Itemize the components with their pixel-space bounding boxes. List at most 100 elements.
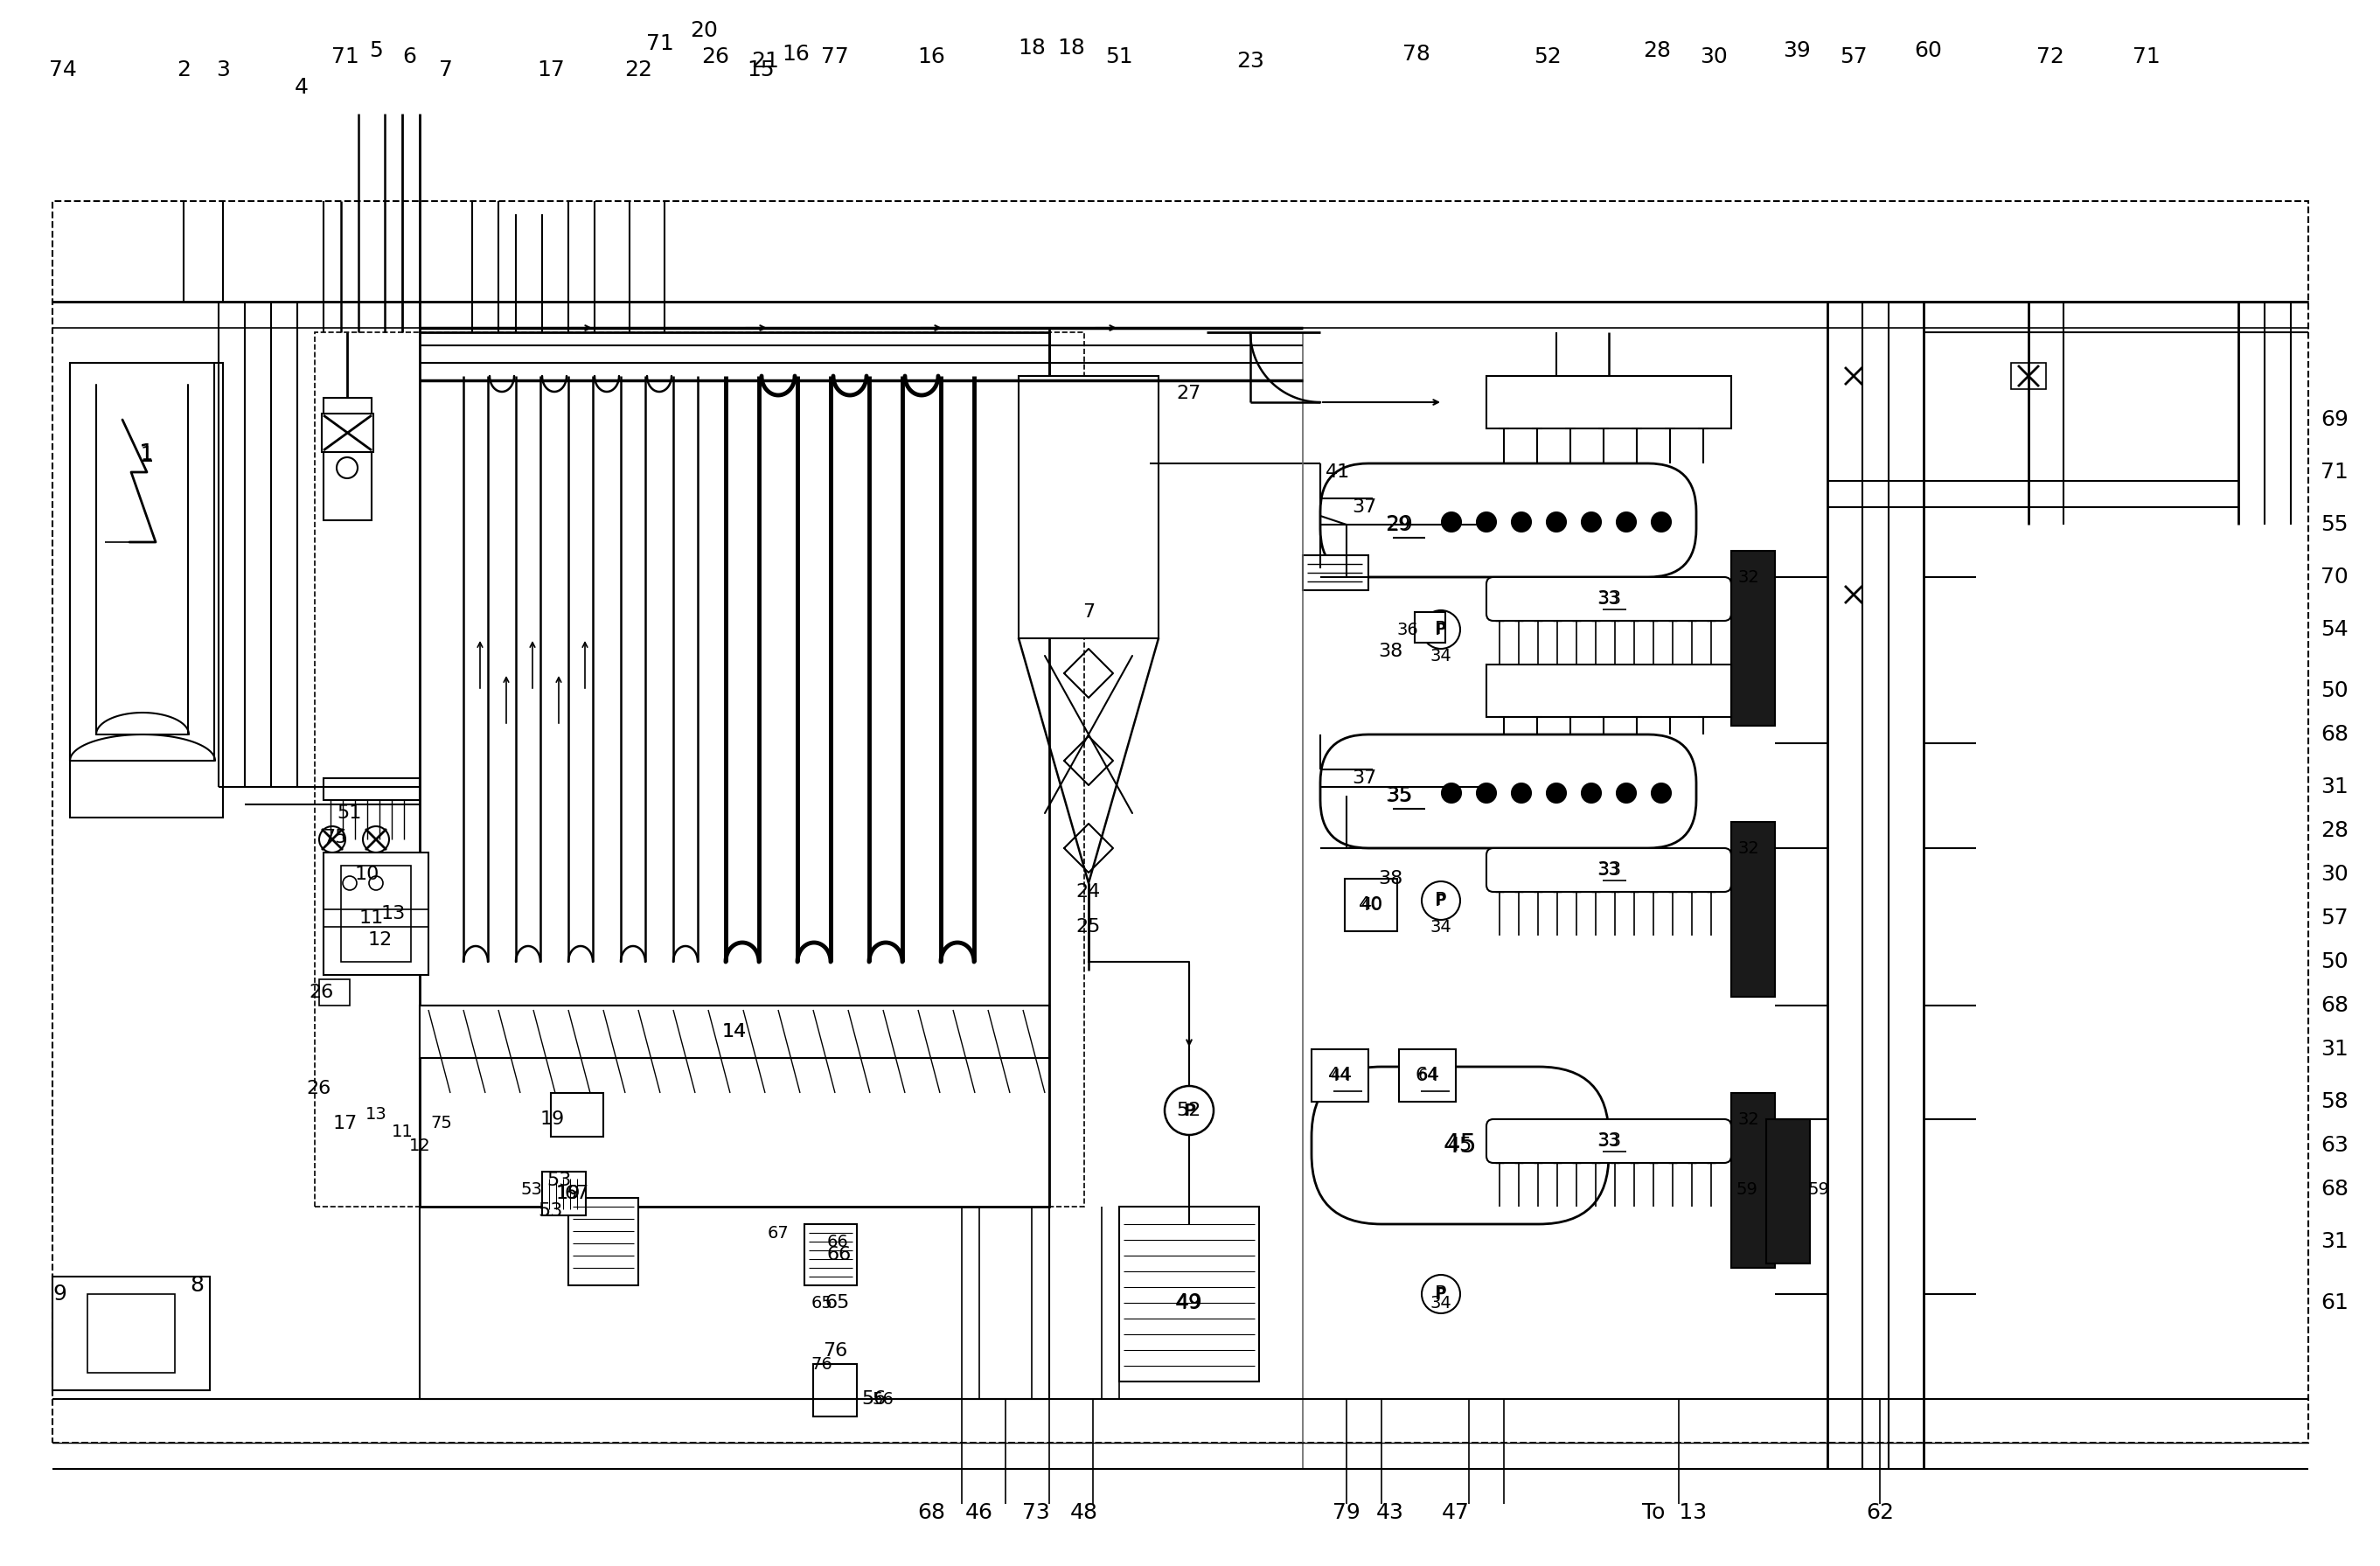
Bar	[804, 1225, 857, 1286]
Text: 5: 5	[369, 41, 383, 61]
Text: 38: 38	[1378, 871, 1402, 888]
Text: 19: 19	[557, 1185, 581, 1203]
Text: 66: 66	[826, 1234, 847, 1250]
Text: 30: 30	[2320, 864, 2349, 885]
Text: 49: 49	[1176, 1292, 1202, 1314]
Text: 76: 76	[823, 1342, 847, 1359]
FancyBboxPatch shape	[1321, 464, 1697, 578]
Text: 17: 17	[333, 1115, 357, 1132]
Text: 7: 7	[438, 60, 452, 80]
Circle shape	[1421, 611, 1461, 648]
Text: 59: 59	[1809, 1181, 1830, 1198]
Text: 71: 71	[2320, 462, 2349, 482]
Bar	[324, 852, 428, 976]
Bar	[1730, 1093, 1775, 1268]
Text: 53: 53	[538, 1203, 564, 1220]
Text: 37: 37	[1352, 769, 1376, 788]
Bar	[1019, 376, 1159, 639]
Text: 24: 24	[1076, 883, 1102, 900]
FancyBboxPatch shape	[1488, 1120, 1730, 1164]
Text: P: P	[1435, 620, 1447, 639]
Text: 36: 36	[1397, 622, 1418, 637]
Bar	[1730, 551, 1775, 725]
Text: 50: 50	[2320, 680, 2349, 702]
Text: 66: 66	[826, 1247, 852, 1264]
Text: 68: 68	[2320, 723, 2349, 745]
Text: To  13: To 13	[1642, 1502, 1706, 1524]
Text: 32: 32	[1737, 839, 1759, 857]
Text: 29: 29	[1385, 514, 1414, 536]
Text: 44: 44	[1328, 1066, 1352, 1084]
Text: 69: 69	[2320, 409, 2349, 431]
Circle shape	[336, 457, 357, 478]
Text: 51: 51	[338, 805, 362, 822]
Circle shape	[1164, 1085, 1214, 1135]
Text: 17: 17	[538, 60, 564, 80]
Text: 68: 68	[2320, 994, 2349, 1016]
Text: 64: 64	[1416, 1066, 1440, 1084]
Circle shape	[1511, 512, 1530, 531]
Text: 45: 45	[1447, 1137, 1473, 1154]
Text: 34: 34	[1430, 647, 1452, 664]
Text: 60: 60	[1914, 41, 1942, 61]
Text: 63: 63	[2320, 1135, 2349, 1156]
Circle shape	[1421, 1275, 1461, 1314]
Circle shape	[1652, 783, 1671, 803]
Text: 79: 79	[1333, 1502, 1361, 1524]
Text: 13: 13	[364, 1107, 388, 1123]
Text: 45: 45	[1442, 1132, 1478, 1159]
Text: 41: 41	[1326, 464, 1349, 481]
Circle shape	[1616, 512, 1635, 531]
Text: 68: 68	[916, 1502, 945, 1524]
Text: 31: 31	[2320, 777, 2349, 797]
Text: 34: 34	[1430, 1295, 1452, 1311]
FancyBboxPatch shape	[1321, 734, 1697, 849]
Circle shape	[1476, 512, 1497, 531]
FancyBboxPatch shape	[1488, 849, 1730, 893]
Text: 26: 26	[309, 983, 333, 1001]
Text: P: P	[1435, 1286, 1447, 1301]
Text: 44: 44	[1330, 1068, 1349, 1084]
Text: 50: 50	[2320, 951, 2349, 972]
Text: 37: 37	[1352, 498, 1376, 515]
Text: 38: 38	[1378, 642, 1402, 661]
Text: 74: 74	[50, 60, 76, 80]
Bar	[88, 1294, 174, 1373]
Bar	[1730, 822, 1775, 998]
Circle shape	[1652, 512, 1671, 531]
Text: 3: 3	[217, 60, 231, 80]
Text: 64: 64	[1418, 1068, 1438, 1084]
Text: 33: 33	[1597, 861, 1621, 879]
Text: 11: 11	[359, 910, 383, 927]
Text: 35: 35	[1388, 788, 1411, 805]
Bar	[314, 332, 1085, 1207]
Bar	[1488, 664, 1730, 717]
Text: 58: 58	[2320, 1092, 2349, 1112]
Text: 73: 73	[1023, 1502, 1050, 1524]
Text: 19: 19	[557, 1185, 581, 1203]
Text: 46: 46	[966, 1502, 992, 1524]
Text: 12: 12	[369, 932, 393, 949]
Text: 1: 1	[140, 446, 152, 464]
Text: 33: 33	[1597, 1132, 1621, 1149]
Text: 22: 22	[624, 60, 652, 80]
Text: 33: 33	[1597, 1132, 1621, 1149]
Text: 49: 49	[1176, 1294, 1202, 1312]
Bar	[1488, 376, 1730, 429]
Text: 65: 65	[812, 1295, 833, 1311]
Text: 62: 62	[1866, 1502, 1894, 1524]
Text: 16: 16	[916, 47, 945, 67]
Bar	[1119, 1207, 1259, 1381]
Text: 71: 71	[331, 47, 359, 67]
Text: 61: 61	[2320, 1292, 2349, 1314]
Text: 57: 57	[1840, 47, 1868, 67]
Bar	[340, 866, 412, 962]
Bar	[419, 332, 1050, 1207]
Text: 52: 52	[1533, 47, 1561, 67]
Circle shape	[362, 827, 388, 852]
Text: 53: 53	[521, 1181, 543, 1198]
Circle shape	[1583, 512, 1602, 531]
Text: 33: 33	[1597, 590, 1621, 608]
Text: 40: 40	[1361, 897, 1383, 913]
Text: 67: 67	[564, 1185, 590, 1203]
